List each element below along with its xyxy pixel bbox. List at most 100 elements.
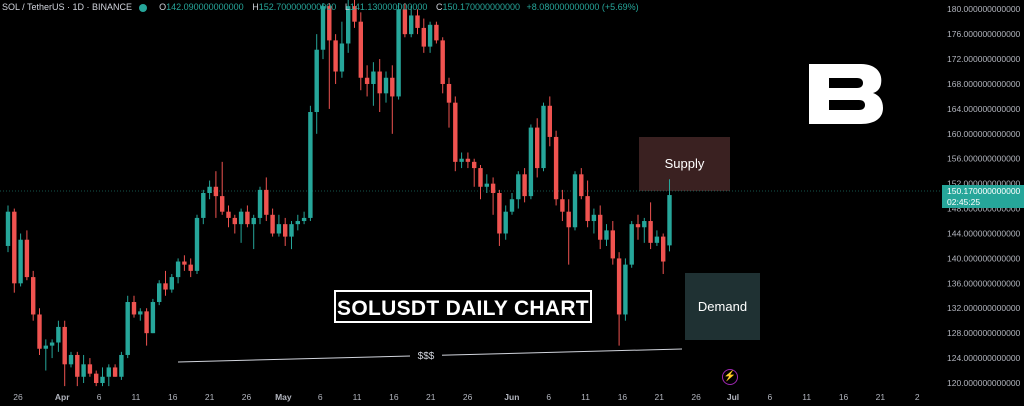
candle-body	[182, 261, 187, 265]
candle-body	[188, 264, 193, 271]
liquidity-label-bg	[410, 349, 442, 362]
lightning-icon[interactable]: ⚡	[722, 369, 738, 385]
candle-body	[509, 199, 515, 212]
time-tick-label: 26	[13, 392, 23, 402]
candle-body	[283, 224, 288, 237]
time-tick-label: 11	[132, 392, 141, 402]
time-tick-label: Apr	[55, 392, 70, 402]
price-tick-label: 180.000000000000	[947, 4, 1021, 14]
time-tick-label: 6	[318, 392, 323, 402]
close-value: 150.170000000000	[442, 2, 521, 12]
candle-body	[49, 342, 55, 346]
candle-body	[157, 283, 162, 303]
time-tick-label: 16	[839, 392, 849, 402]
candle-body	[547, 105, 552, 137]
candle-body	[490, 183, 496, 193]
price-tick-label: 132.000000000000	[947, 303, 1021, 313]
candle-body	[220, 196, 225, 212]
candle-body	[138, 311, 143, 315]
price-tick-label: 128.000000000000	[947, 328, 1021, 338]
candle-body	[131, 302, 137, 315]
market-status-icon	[138, 3, 147, 12]
candle-body	[598, 214, 603, 240]
candle-body	[402, 9, 408, 35]
candle-body	[396, 9, 401, 97]
chart-title-box: SOLUSDT DAILY CHART	[334, 290, 592, 323]
price-axis[interactable]: 120.000000000000 124.000000000000 128.0000…	[947, 4, 1021, 388]
candle-body	[245, 211, 250, 225]
low-value: 141.130000000000	[349, 2, 428, 12]
low-key: L	[344, 2, 350, 12]
candle-body	[100, 376, 105, 383]
candle-body	[478, 168, 483, 187]
candle-body	[553, 136, 559, 200]
open-key: O	[159, 2, 167, 12]
candle-body	[24, 239, 30, 278]
candle-body	[409, 15, 414, 35]
candle-body	[654, 236, 660, 243]
liquidity-label: $$$	[418, 351, 435, 362]
candle-body	[257, 189, 263, 218]
price-tick-label: 152.000000000000	[947, 179, 1021, 189]
change-value: +8.080000000000 (+5.69%)	[526, 2, 639, 12]
time-axis[interactable]: 26 Apr 6 11 16 21 26 May 6 11 16 21 26 Jun 6 11 16 21 26 Ju…	[13, 392, 920, 402]
supply-label: Supply	[664, 156, 705, 171]
candle-body	[81, 364, 86, 377]
brand-logo-icon: B	[809, 64, 883, 124]
candle-body	[119, 354, 124, 377]
candle-body	[635, 224, 641, 228]
time-tick-label: Jun	[504, 392, 519, 402]
candle-body	[163, 283, 168, 290]
candle-body	[352, 6, 357, 22]
candle-body	[327, 6, 332, 41]
candle-body	[125, 302, 130, 355]
time-tick-label: 16	[168, 392, 178, 402]
demand-zone	[685, 273, 760, 340]
candle-body	[87, 364, 93, 374]
candle-body	[585, 196, 590, 222]
candle-body	[560, 199, 565, 212]
candle-body	[610, 230, 615, 259]
price-tick-label: 176.000000000000	[947, 29, 1021, 39]
ohlc-header: SOL / TetherUS · 1D · BINANCE O142.09000…	[2, 1, 642, 13]
time-tick-label: 16	[389, 392, 399, 402]
candle-body	[314, 49, 319, 113]
time-tick-label: 11	[353, 392, 362, 402]
close-key: C	[435, 2, 443, 12]
price-tick-label: 144.000000000000	[947, 228, 1021, 238]
candle-body	[566, 211, 571, 228]
candle-body	[150, 302, 156, 334]
time-tick-label: 11	[581, 392, 590, 402]
candle-body	[194, 217, 200, 271]
candle-body	[383, 77, 389, 94]
candle-body	[535, 127, 540, 169]
candle-body	[56, 326, 61, 343]
candle-body	[572, 174, 578, 228]
candle-body	[616, 258, 622, 315]
candle-body	[661, 236, 666, 262]
candle-body	[667, 195, 672, 246]
time-tick-label: 21	[426, 392, 436, 402]
time-tick-label: 2	[915, 392, 920, 402]
candle-body	[295, 221, 300, 225]
time-tick-label: 21	[655, 392, 665, 402]
candle-body	[62, 326, 67, 365]
candle-body	[201, 193, 206, 218]
candle-body	[503, 211, 508, 234]
candle-body	[175, 261, 181, 278]
candle-body	[18, 239, 23, 284]
candle-body	[648, 221, 653, 243]
candle-body	[43, 345, 48, 349]
candle-body	[207, 186, 212, 193]
time-tick-label: 6	[767, 392, 772, 402]
price-tick-label: 140.000000000000	[947, 253, 1021, 263]
time-tick-label: May	[275, 392, 292, 402]
price-tick-label: 124.000000000000	[947, 353, 1021, 363]
candle-body	[5, 211, 11, 246]
candle-body	[31, 277, 36, 315]
candle-body	[371, 71, 376, 84]
candle-body	[346, 6, 351, 44]
candle-body	[270, 214, 275, 234]
bar-countdown: 02:45:25	[947, 197, 981, 207]
